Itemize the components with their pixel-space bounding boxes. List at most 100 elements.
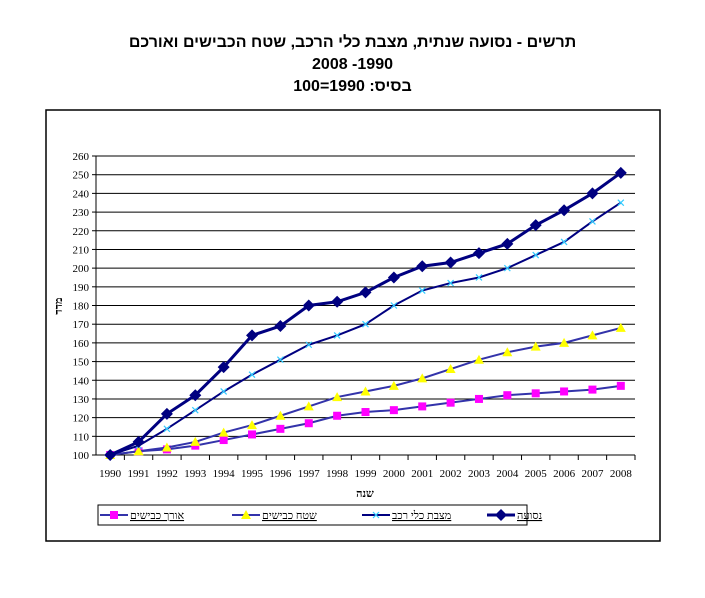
data-point bbox=[617, 199, 625, 207]
data-point bbox=[217, 361, 230, 374]
data-point bbox=[588, 385, 597, 394]
data-point bbox=[530, 341, 541, 351]
x-tick-label: 1991 bbox=[128, 468, 150, 480]
data-point bbox=[160, 407, 173, 420]
y-tick-label: 190 bbox=[73, 282, 90, 294]
x-tick-label: 1997 bbox=[298, 468, 321, 480]
x-tick-label: 1992 bbox=[156, 468, 178, 480]
y-tick-label: 250 bbox=[73, 170, 90, 182]
y-tick-label: 220 bbox=[73, 226, 90, 238]
data-point bbox=[248, 430, 257, 439]
data-point bbox=[332, 392, 343, 402]
legend-label: שטח כבישים bbox=[262, 510, 317, 522]
data-point bbox=[191, 406, 199, 414]
data-point bbox=[132, 435, 145, 448]
data-point bbox=[558, 204, 571, 217]
legend-label: מצבת כלי רכב bbox=[392, 510, 451, 522]
data-point bbox=[418, 402, 427, 411]
data-point bbox=[161, 442, 172, 452]
data-point bbox=[276, 356, 284, 364]
series-2 bbox=[106, 199, 625, 459]
y-tick-label: 240 bbox=[73, 188, 90, 200]
y-tick-label: 210 bbox=[73, 244, 90, 256]
x-tick-label: 2002 bbox=[440, 468, 462, 480]
data-point bbox=[418, 287, 426, 294]
data-point bbox=[560, 387, 569, 396]
data-point bbox=[333, 411, 342, 420]
data-point bbox=[388, 380, 399, 390]
x-tick-label: 1990 bbox=[99, 468, 122, 480]
x-tick-label: 1995 bbox=[241, 468, 264, 480]
data-point bbox=[446, 398, 455, 407]
y-tick-label: 140 bbox=[73, 375, 90, 387]
data-point bbox=[302, 299, 315, 312]
series-1 bbox=[105, 322, 626, 459]
data-point bbox=[390, 302, 398, 309]
chart-subtitle-base: בסיס: 1990=100 bbox=[293, 78, 412, 95]
data-point bbox=[529, 219, 542, 232]
data-point bbox=[219, 436, 228, 445]
data-point bbox=[362, 320, 369, 328]
x-tick-label: 2005 bbox=[525, 468, 548, 480]
data-point bbox=[474, 394, 483, 403]
legend-box bbox=[97, 504, 528, 526]
data-point bbox=[246, 329, 259, 342]
legend-marker bbox=[241, 510, 251, 519]
x-tick-label: 1998 bbox=[326, 468, 349, 480]
data-point bbox=[502, 347, 513, 357]
x-tick-label: 1994 bbox=[213, 468, 236, 480]
chart-title: תרשים - נסועה שנתית, מצבת כלי הרכב, שטח … bbox=[128, 34, 577, 51]
x-tick-label: 2003 bbox=[468, 468, 491, 480]
data-point bbox=[560, 238, 568, 246]
data-point bbox=[387, 271, 400, 284]
y-tick-label: 100 bbox=[73, 450, 90, 462]
data-point bbox=[218, 427, 229, 437]
data-point bbox=[587, 330, 598, 340]
y-tick-label: 170 bbox=[73, 319, 90, 331]
data-point bbox=[559, 337, 570, 347]
y-tick-label: 130 bbox=[73, 394, 90, 406]
data-point bbox=[248, 371, 256, 379]
data-point bbox=[303, 401, 314, 411]
legend-marker bbox=[372, 511, 380, 519]
data-point bbox=[532, 251, 540, 259]
data-point bbox=[220, 388, 228, 395]
data-point bbox=[501, 237, 514, 250]
data-point bbox=[189, 389, 202, 402]
x-tick-label: 2001 bbox=[411, 468, 433, 480]
x-axis-label: שנה bbox=[356, 488, 374, 500]
data-point bbox=[614, 166, 627, 179]
data-point bbox=[447, 279, 455, 287]
x-tick-label: 1996 bbox=[269, 468, 292, 480]
y-tick-label: 180 bbox=[73, 301, 90, 313]
data-point bbox=[133, 446, 144, 456]
data-point bbox=[615, 322, 626, 332]
data-point bbox=[444, 256, 457, 269]
y-tick-label: 150 bbox=[73, 357, 90, 369]
data-point bbox=[247, 420, 258, 430]
data-point bbox=[359, 286, 372, 299]
y-tick-label: 200 bbox=[73, 263, 90, 275]
chart-frame bbox=[45, 109, 661, 542]
data-point bbox=[274, 320, 287, 333]
data-point bbox=[304, 419, 313, 428]
data-point bbox=[275, 410, 286, 420]
legend-label: נסועה bbox=[517, 510, 542, 522]
data-point bbox=[445, 364, 456, 374]
data-point bbox=[305, 341, 313, 349]
data-point bbox=[472, 247, 485, 260]
x-tick-label: 2006 bbox=[553, 468, 576, 480]
y-tick-label: 110 bbox=[73, 431, 90, 443]
data-point bbox=[417, 373, 428, 383]
legend-label: אורך כבישים bbox=[130, 510, 184, 522]
x-tick-label: 1993 bbox=[184, 468, 207, 480]
data-point bbox=[531, 389, 540, 398]
x-tick-label: 2007 bbox=[581, 468, 604, 480]
y-tick-label: 120 bbox=[73, 413, 90, 425]
y-tick-label: 160 bbox=[73, 338, 90, 350]
x-tick-label: 2004 bbox=[496, 468, 519, 480]
data-point bbox=[503, 391, 512, 400]
data-point bbox=[503, 264, 511, 272]
legend-marker bbox=[110, 511, 118, 519]
